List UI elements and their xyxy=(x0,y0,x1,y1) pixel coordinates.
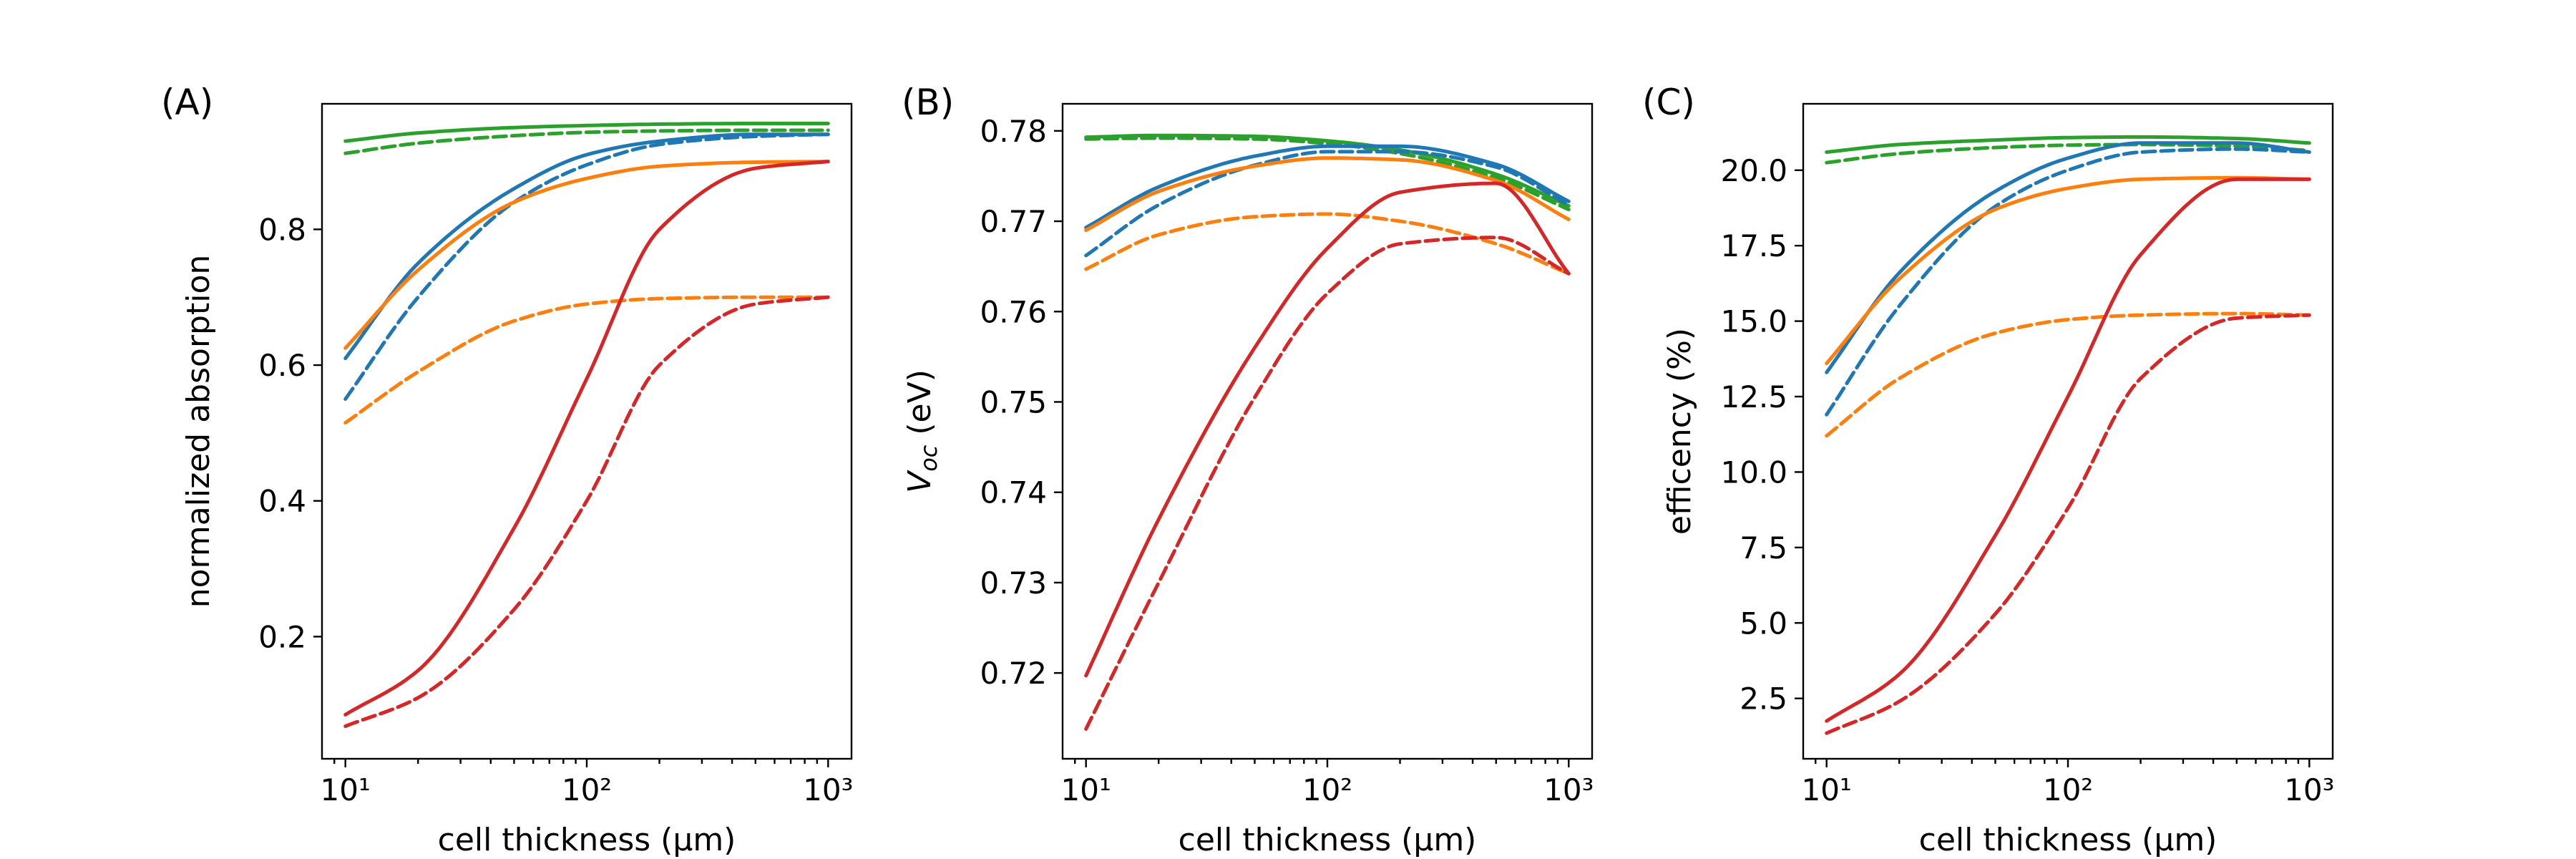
series-group-c xyxy=(1825,135,2311,735)
panel-label-a: (A) xyxy=(161,82,213,123)
axes-frame-c xyxy=(1802,102,2334,760)
x-tick-label: 10³ xyxy=(2284,772,2334,807)
x-tick-label: 10¹ xyxy=(321,772,371,807)
y-axis-label-main: V xyxy=(902,470,938,493)
x-tick-label: 10² xyxy=(1302,772,1352,807)
x-axis-label: cell thickness (μm) xyxy=(1919,822,2218,858)
series-orange-solid xyxy=(1825,175,2311,366)
series-green-solid xyxy=(1825,135,2311,154)
series-orange-dashed xyxy=(343,295,830,425)
y-tick-label: 0.73 xyxy=(980,566,1047,601)
panel-b: 10¹ 10² 10³ 0.72 0.73 0.74 0.75 0.76 0.77 0.78 cel… xyxy=(902,82,1594,858)
x-tick-label: 10² xyxy=(562,772,612,807)
x-axis-label: cell thickness (μm) xyxy=(438,822,736,858)
series-green-dashed xyxy=(343,128,830,155)
y-axis-label-unit: (eV) xyxy=(902,369,938,445)
y-tick-label: 2.5 xyxy=(1740,681,1787,717)
y-tick-label: 0.75 xyxy=(980,384,1047,419)
y-axis-label: Voc (eV) xyxy=(902,369,942,493)
series-green-dashed xyxy=(1084,136,1571,212)
series-red-dashed xyxy=(1825,313,2311,735)
y-tick-label: 20.0 xyxy=(1720,153,1787,188)
series-red-dashed xyxy=(1084,236,1571,731)
series-green-dashed xyxy=(1825,142,2311,165)
series-red-solid xyxy=(1084,181,1571,678)
y-axis-label: efficency (%) xyxy=(1662,328,1698,535)
x-tick-label: 10² xyxy=(2043,772,2093,807)
x-tick-label: 10³ xyxy=(1543,772,1594,807)
series-blue-dashed xyxy=(343,132,830,401)
series-blue-solid xyxy=(1825,141,2311,374)
y-tick-label: 17.5 xyxy=(1720,228,1787,263)
y-tick-label: 0.4 xyxy=(258,484,306,519)
series-green-solid xyxy=(1084,133,1571,208)
series-group-b xyxy=(1084,133,1571,731)
panel-label-c: (C) xyxy=(1642,82,1695,123)
series-group-a xyxy=(343,122,830,728)
series-red-dashed xyxy=(343,295,830,728)
y-tick-label: 0.76 xyxy=(980,294,1047,329)
panel-a: 10¹ 10² 10³ 0.2 0.4 0.6 0.8 cell thickness (μm)… xyxy=(161,82,853,858)
series-red-solid xyxy=(343,160,830,717)
y-axis-label-sub: oc xyxy=(915,445,942,472)
series-orange-dashed xyxy=(1825,311,2311,438)
y-tick-label: 15.0 xyxy=(1720,304,1787,339)
y-tick-label: 0.77 xyxy=(980,204,1047,239)
y-tick-label: 0.78 xyxy=(980,114,1047,149)
series-green-solid xyxy=(343,122,830,143)
axes-frame-a xyxy=(321,102,853,760)
x-tick-label: 10¹ xyxy=(1061,772,1111,807)
series-orange-solid xyxy=(343,160,830,350)
y-tick-label: 7.5 xyxy=(1740,530,1787,566)
x-axis-label: cell thickness (μm) xyxy=(1179,822,1477,858)
x-tick-label: 10¹ xyxy=(1802,772,1852,807)
series-orange-solid xyxy=(1084,156,1571,233)
series-blue-solid xyxy=(1084,144,1571,230)
x-tick-label: 10³ xyxy=(803,772,853,807)
y-tick-label: 12.5 xyxy=(1720,379,1787,414)
series-blue-solid xyxy=(343,132,830,361)
series-red-solid xyxy=(1825,177,2311,723)
axes-frame-b xyxy=(1061,102,1594,760)
y-tick-label: 0.2 xyxy=(258,619,306,654)
y-tick-label: 0.6 xyxy=(258,348,306,383)
panel-c: 10¹ 10² 10³ 2.5 5.0 7.5 10.0 12.5 15.0 17.5 20.0 ce… xyxy=(1642,82,2334,858)
y-tick-label: 5.0 xyxy=(1740,606,1787,641)
y-tick-label: 10.0 xyxy=(1720,455,1787,490)
y-tick-label: 0.72 xyxy=(980,656,1047,691)
series-blue-dashed xyxy=(1825,147,2311,417)
series-blue-dashed xyxy=(1084,150,1571,258)
series-orange-dashed xyxy=(1084,212,1571,276)
y-tick-label: 0.8 xyxy=(258,212,306,247)
y-axis-label: normalized absorption xyxy=(180,255,217,608)
y-tick-label: 0.74 xyxy=(980,475,1047,510)
panel-label-b: (B) xyxy=(902,82,954,123)
